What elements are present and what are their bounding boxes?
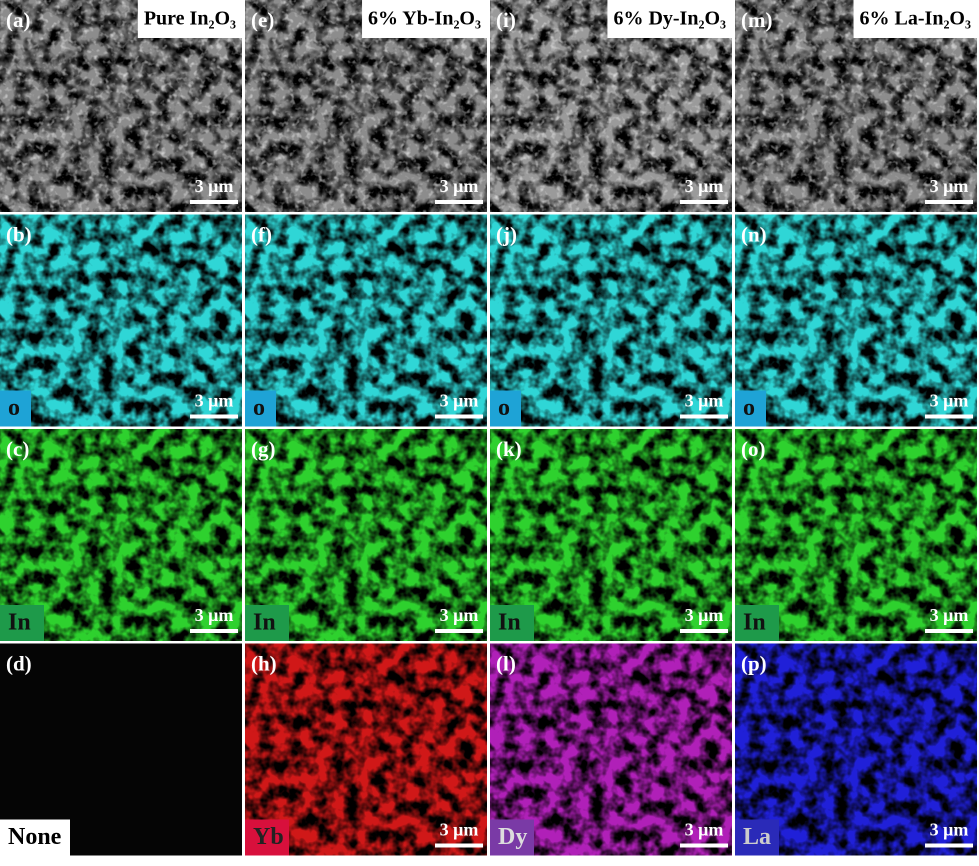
- panel-label: (k): [496, 437, 522, 461]
- scale-label: 3 μm: [685, 605, 724, 625]
- scale-label: 3 μm: [440, 176, 479, 196]
- scale-bar: [190, 414, 238, 419]
- scale-bar: [925, 843, 973, 848]
- scale-label: 3 μm: [685, 176, 724, 196]
- panel: (k) In 3 μm: [490, 429, 732, 641]
- column-title: Pure In₂O₃: [137, 0, 242, 38]
- column-title-bg: [607, 0, 732, 38]
- scale-bar: [680, 843, 728, 848]
- scale-label: 3 μm: [440, 820, 479, 840]
- panel-label: (i): [496, 8, 516, 32]
- element-tag: Yb: [253, 824, 284, 850]
- column-title-text: Pure In₂O₃: [144, 8, 236, 30]
- column-title-bg: [853, 0, 977, 38]
- element-tag-bg: [245, 819, 289, 856]
- element-tag: La: [743, 824, 771, 850]
- column-title-text: 6% La-In₂O₃: [860, 8, 971, 30]
- column-title: 6% Dy-In₂O₃: [607, 0, 732, 38]
- panel: (o) In 3 μm: [735, 429, 977, 641]
- element-tag-bg: [490, 605, 534, 641]
- scale-label: 3 μm: [930, 176, 969, 196]
- panel-label: (l): [496, 651, 516, 675]
- scale-label: 3 μm: [685, 820, 724, 840]
- element-tag-bg: [0, 390, 31, 427]
- column-title: 6% Yb-In₂O₃: [362, 0, 487, 38]
- column-title-text: 6% Dy-In₂O₃: [613, 8, 726, 30]
- scale-bar: [190, 200, 238, 204]
- panel: (g) In 3 μm: [245, 429, 487, 641]
- column-title-text: 6% Yb-In₂O₃: [368, 8, 481, 30]
- scale-bar: [925, 414, 973, 419]
- panel: (b) o 3 μm: [0, 214, 242, 427]
- scale-bar: [925, 629, 973, 633]
- panel-label: (o): [741, 437, 766, 461]
- panel-label: (c): [6, 437, 29, 461]
- panel-label: (e): [251, 8, 274, 32]
- panel: (f) o 3 μm: [245, 214, 487, 427]
- scale-label: 3 μm: [195, 176, 234, 196]
- scale-label: 3 μm: [440, 605, 479, 625]
- panel-label: (b): [6, 222, 32, 246]
- column-title: 6% La-In₂O₃: [853, 0, 977, 38]
- element-tag-bg: [0, 819, 70, 856]
- scale-bar: [190, 629, 238, 633]
- texture: [735, 214, 977, 427]
- scale-label: 3 μm: [685, 391, 724, 411]
- scale-label: 3 μm: [440, 391, 479, 411]
- element-tag: o: [253, 395, 265, 421]
- column-title-bg: [362, 0, 487, 38]
- element-tag: o: [743, 395, 755, 421]
- element-tag-bg: [735, 390, 766, 427]
- scale-bar: [680, 414, 728, 419]
- texture: [245, 214, 487, 427]
- scale-bar: [925, 200, 973, 204]
- scale-bar: [680, 200, 728, 204]
- element-tag-bg: [735, 819, 779, 856]
- element-tag-bg: [490, 819, 534, 856]
- element-tag: In: [498, 610, 521, 636]
- panel-label: (d): [6, 651, 32, 675]
- panel-label: (h): [251, 651, 277, 675]
- scale-bar: [680, 629, 728, 633]
- scale-label: 3 μm: [195, 605, 234, 625]
- texture: [490, 214, 732, 427]
- element-tag-bg: [245, 605, 289, 641]
- scale-bar: [435, 200, 483, 204]
- column-title-bg: [137, 0, 242, 38]
- panel: (p) La 3 μm: [735, 643, 977, 856]
- panel-label: (p): [741, 651, 767, 675]
- scale-label: 3 μm: [930, 391, 969, 411]
- panel-label: (n): [741, 222, 767, 246]
- panel-label: (m): [741, 8, 772, 32]
- panel: (n) o 3 μm: [735, 214, 977, 427]
- panel-label: (f): [251, 222, 272, 246]
- element-tag: In: [8, 610, 31, 636]
- element-tag-bg: [490, 390, 521, 427]
- element-tag: o: [498, 395, 510, 421]
- scale-bar: [435, 629, 483, 633]
- element-tag: Dy: [498, 824, 527, 850]
- element-tag-bg: [735, 605, 779, 641]
- scale-label: 3 μm: [930, 605, 969, 625]
- panel: (h) Yb 3 μm: [245, 643, 487, 856]
- scale-bar: [435, 843, 483, 848]
- panel: (c) In 3 μm: [0, 429, 242, 641]
- element-tag: o: [8, 395, 20, 421]
- panel: (j) o 3 μm: [490, 214, 732, 427]
- element-tag-bg: [245, 390, 276, 427]
- scale-bar: [435, 414, 483, 419]
- panel-label: (g): [251, 437, 276, 461]
- panel: (l) Dy 3 μm: [490, 643, 732, 856]
- scale-label: 3 μm: [930, 820, 969, 840]
- element-tag: None: [8, 824, 62, 850]
- element-tag: In: [253, 610, 276, 636]
- texture: [0, 214, 242, 427]
- panel-label: (j): [496, 222, 517, 246]
- panel: (d) None: [0, 643, 242, 856]
- scale-label: 3 μm: [195, 391, 234, 411]
- panel-label: (a): [6, 8, 31, 32]
- element-tag: In: [743, 610, 766, 636]
- element-tag-bg: [0, 605, 44, 641]
